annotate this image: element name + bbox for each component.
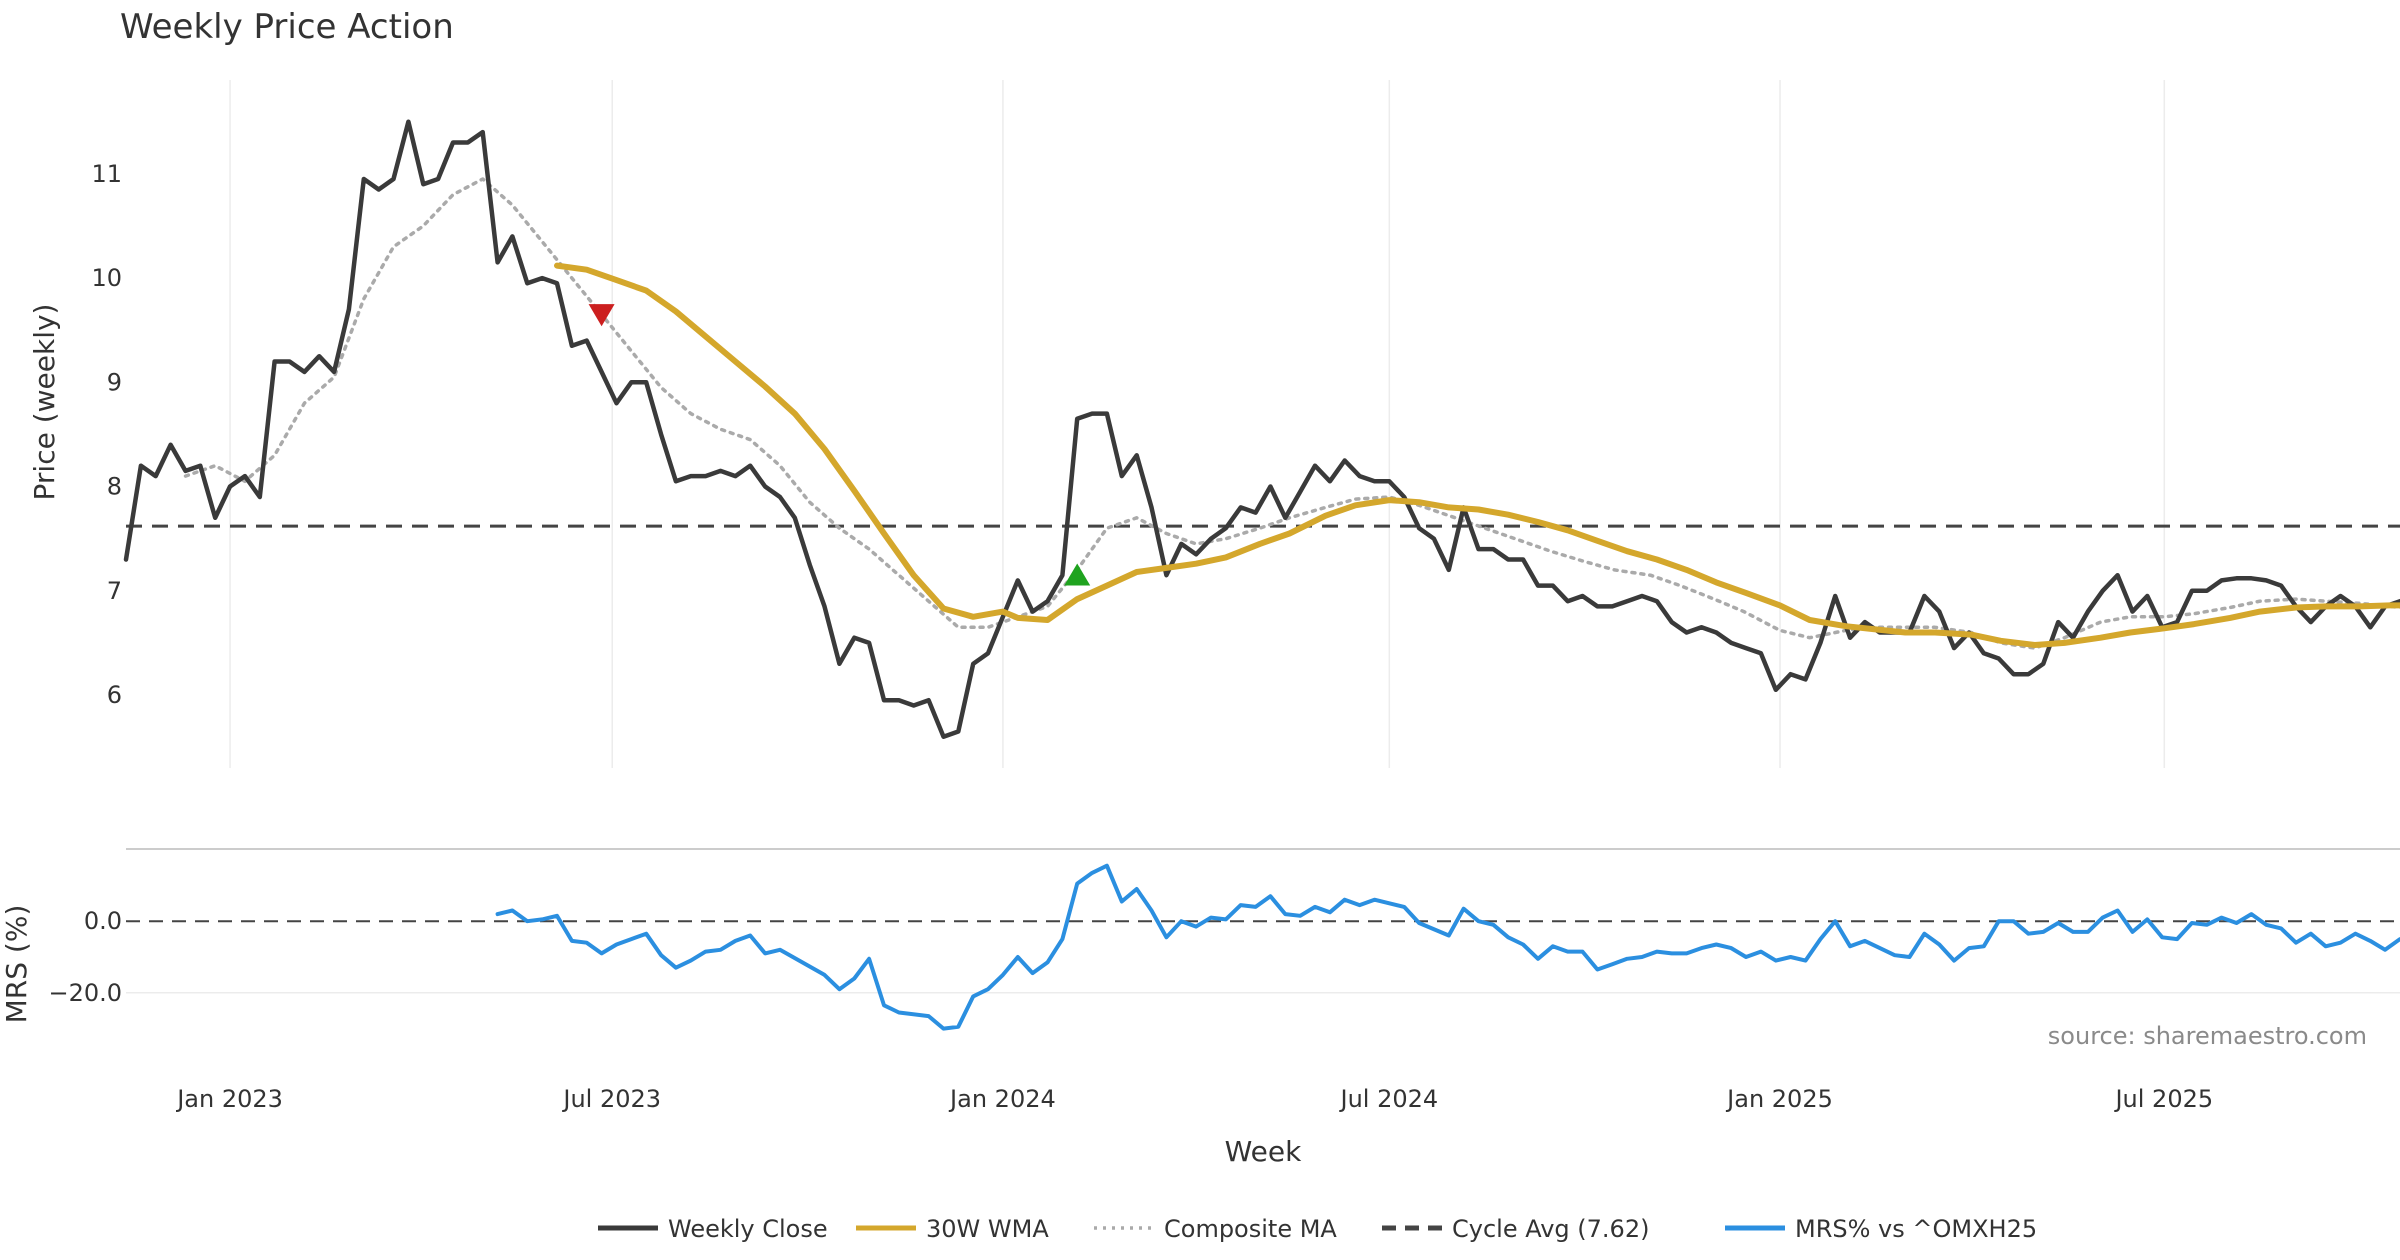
mrs-y-axis-label: MRS (%): [0, 905, 33, 1024]
x-tick-label: Jan 2024: [948, 1085, 1056, 1113]
legend-item-mrs: MRS% vs ^OMXH25: [1725, 1215, 2037, 1243]
x-tick-label: Jul 2023: [561, 1085, 661, 1113]
mrs-y-tick-label: 0.0: [84, 907, 122, 935]
legend-item-close: Weekly Close: [598, 1215, 828, 1243]
chart-title: Weekly Price Action: [120, 7, 454, 47]
price-y-tick-label: 7: [107, 577, 122, 605]
legend-label: Weekly Close: [668, 1215, 828, 1243]
mrs-line: [495, 863, 2400, 1031]
composite-ma-line: [183, 177, 2400, 650]
x-tick-label: Jan 2023: [175, 1085, 283, 1113]
price-grid: [229, 80, 2166, 768]
weekly-close-line: [123, 119, 2400, 739]
legend-label: Composite MA: [1164, 1215, 1337, 1243]
legend-item-cycle: Cycle Avg (7.62): [1382, 1215, 1649, 1243]
legend-label: 30W WMA: [926, 1215, 1049, 1243]
price-y-tick-label: 8: [107, 473, 122, 501]
mrs-grid: [126, 920, 2400, 994]
legend: Weekly Close 30W WMA Composite MA Cycle Avg…: [598, 1215, 2037, 1243]
mrs-y-ticks: 0.0 −20.0: [48, 907, 122, 1007]
legend-item-wma: 30W WMA: [856, 1215, 1049, 1243]
legend-label: Cycle Avg (7.62): [1452, 1215, 1649, 1243]
x-tick-label: Jul 2025: [2113, 1085, 2213, 1113]
mrs-y-tick-label: −20.0: [48, 979, 122, 1007]
price-y-ticks: 6 7 8 9 10 11: [91, 160, 122, 709]
x-tick-label: Jan 2025: [1725, 1085, 1833, 1113]
sell-signal-marker: [588, 304, 615, 327]
legend-label: MRS% vs ^OMXH25: [1795, 1215, 2037, 1243]
mrs-panel: 0.0 −20.0 MRS (%) source: sharemaestro.co…: [0, 863, 2400, 1050]
price-y-axis-label: Price (weekly): [28, 304, 61, 501]
price-series: [123, 119, 2400, 739]
x-axis-ticks: Jan 2023 Jul 2023 Jan 2024 Jul 2024 Jan 2025…: [175, 1085, 2213, 1113]
price-panel: 6 7 8 9 10 11 Price (weekly): [28, 80, 2400, 768]
price-markers: [588, 304, 1091, 586]
legend-item-composite: Composite MA: [1094, 1215, 1337, 1243]
buy-signal-marker: [1064, 563, 1091, 586]
mrs-series: [495, 863, 2400, 1031]
x-tick-label: Jul 2024: [1338, 1085, 1438, 1113]
x-axis-label: Week: [1225, 1135, 1302, 1168]
price-y-tick-label: 10: [91, 264, 122, 292]
source-text: source: sharemaestro.com: [2048, 1022, 2367, 1050]
price-y-tick-label: 11: [91, 160, 122, 188]
price-y-tick-label: 9: [107, 368, 122, 396]
price-y-tick-label: 6: [107, 681, 122, 709]
wma-30w-line: [554, 262, 2400, 648]
